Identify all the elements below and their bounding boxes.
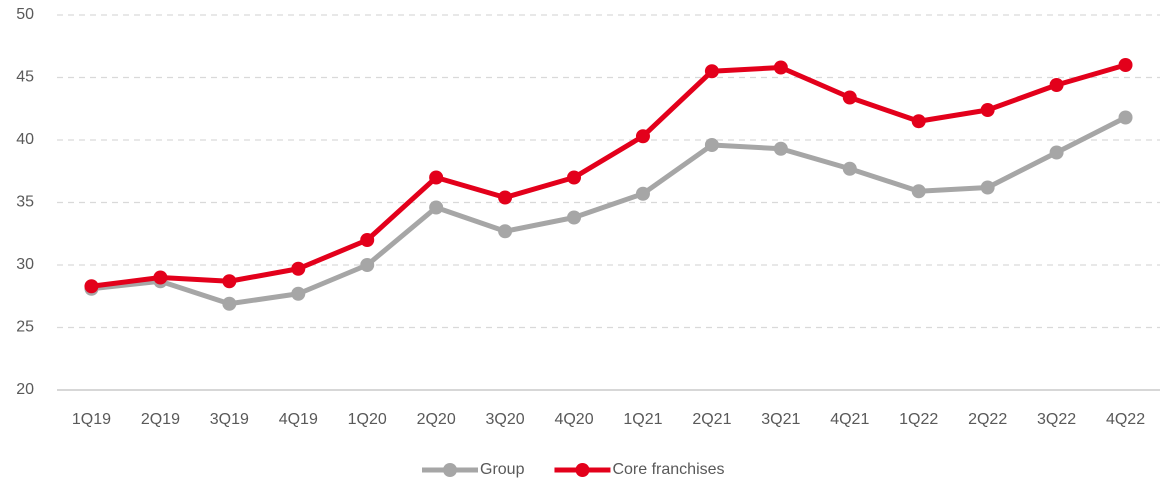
- x-tick-label: 4Q20: [554, 411, 593, 428]
- point: [1049, 78, 1064, 92]
- point: [567, 170, 582, 185]
- y-tick-label: 35: [16, 194, 34, 211]
- legend-marker: [443, 463, 457, 477]
- point: [291, 286, 306, 301]
- x-tick-label: 3Q22: [1037, 411, 1076, 428]
- point: [635, 129, 650, 144]
- point: [911, 184, 926, 199]
- x-tick-label: 1Q19: [72, 411, 111, 428]
- x-tick-label: 2Q21: [692, 411, 731, 428]
- x-tick-label: 1Q22: [899, 411, 938, 428]
- point: [567, 210, 582, 225]
- x-tick-label: 4Q21: [830, 411, 869, 428]
- legend-label: Group: [480, 461, 525, 478]
- y-tick-label: 25: [16, 319, 34, 336]
- point: [1118, 58, 1133, 72]
- point: [291, 261, 306, 276]
- y-tick-label: 50: [16, 6, 34, 23]
- point: [1118, 110, 1133, 125]
- x-tick-label: 3Q20: [486, 411, 525, 428]
- y-tick-label: 40: [16, 131, 34, 148]
- series-line: [91, 62, 1127, 289]
- point: [84, 279, 99, 294]
- point: [704, 64, 719, 79]
- point: [773, 60, 788, 75]
- point: [911, 114, 926, 129]
- x-tick-label: 4Q22: [1106, 411, 1145, 428]
- point: [635, 186, 650, 201]
- y-tick-label: 45: [16, 69, 34, 86]
- point: [498, 190, 513, 205]
- x-tick-label: 3Q19: [210, 411, 249, 428]
- point: [498, 224, 513, 239]
- point: [360, 258, 375, 272]
- point: [980, 180, 995, 195]
- point: [773, 141, 788, 156]
- point: [429, 200, 444, 215]
- x-tick-label: 2Q20: [417, 411, 456, 428]
- legend-label: Core franchises: [612, 461, 724, 478]
- point: [429, 170, 444, 185]
- point: [980, 103, 995, 117]
- x-tick-label: 1Q21: [623, 411, 662, 428]
- point: [704, 138, 719, 152]
- point: [1049, 145, 1064, 160]
- x-tick-label: 4Q19: [279, 411, 318, 428]
- x-tick-label: 2Q22: [968, 411, 1007, 428]
- x-tick-label: 2Q19: [141, 411, 180, 428]
- point: [842, 90, 857, 105]
- x-tick-label: 1Q20: [348, 411, 387, 428]
- point: [222, 274, 237, 289]
- y-tick-label: 30: [16, 256, 34, 273]
- point: [222, 296, 237, 311]
- point: [153, 270, 168, 285]
- series-line: [91, 115, 1127, 307]
- point: [842, 161, 857, 176]
- point: [360, 233, 375, 247]
- x-tick-label: 3Q21: [761, 411, 800, 428]
- y-tick-label: 20: [16, 381, 34, 398]
- legend-marker: [575, 463, 590, 477]
